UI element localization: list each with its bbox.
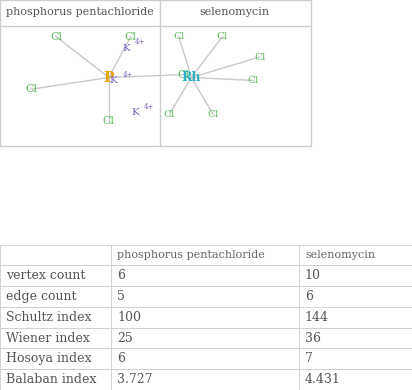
Bar: [299, 245, 412, 265]
Bar: [111, 245, 299, 265]
Text: 10: 10: [305, 269, 321, 282]
Text: selenomycin: selenomycin: [200, 7, 270, 18]
Text: Schultz index: Schultz index: [6, 311, 92, 324]
Bar: [111, 348, 299, 369]
Text: 4.431: 4.431: [305, 373, 341, 386]
Bar: [111, 265, 299, 286]
Text: K: K: [122, 44, 130, 53]
Text: Cl: Cl: [103, 116, 115, 126]
Bar: [111, 286, 299, 307]
Text: Cl: Cl: [248, 76, 259, 85]
Text: 36: 36: [305, 332, 321, 344]
Bar: [111, 328, 299, 348]
Text: 3.727: 3.727: [117, 373, 153, 386]
Text: 25: 25: [117, 332, 133, 344]
Text: phosphorus pentachloride: phosphorus pentachloride: [117, 250, 265, 260]
Bar: [111, 369, 299, 390]
Bar: [0, 369, 111, 390]
Text: selenomycin: selenomycin: [305, 250, 375, 260]
Text: Cl: Cl: [173, 32, 185, 41]
Text: 4+: 4+: [144, 103, 154, 111]
Text: Cl: Cl: [207, 110, 219, 119]
Text: 4+: 4+: [122, 71, 133, 79]
Text: 6: 6: [305, 290, 313, 303]
Text: K: K: [110, 76, 117, 85]
Bar: [0, 245, 111, 265]
Text: Cl: Cl: [125, 32, 137, 42]
Text: vertex count: vertex count: [6, 269, 86, 282]
Text: Cl: Cl: [25, 84, 37, 94]
Text: Cl: Cl: [254, 53, 265, 62]
Text: 5: 5: [117, 290, 125, 303]
Text: 6: 6: [117, 352, 125, 365]
Text: Cl: Cl: [50, 32, 62, 42]
Text: phosphorus pentachloride: phosphorus pentachloride: [6, 7, 154, 18]
Text: Cl: Cl: [164, 110, 175, 119]
Text: Balaban index: Balaban index: [6, 373, 96, 386]
Bar: [299, 348, 412, 369]
Text: 144: 144: [305, 311, 329, 324]
Text: Cl: Cl: [217, 32, 228, 41]
Text: Hosoya index: Hosoya index: [6, 352, 92, 365]
Text: Cl: Cl: [178, 69, 190, 80]
Bar: [299, 307, 412, 328]
Bar: [299, 328, 412, 348]
Text: Rh: Rh: [182, 71, 201, 84]
Bar: [111, 307, 299, 328]
Text: 4+: 4+: [135, 38, 145, 46]
Text: 7: 7: [305, 352, 313, 365]
Text: 100: 100: [117, 311, 141, 324]
Bar: [0, 307, 111, 328]
Bar: [0, 286, 111, 307]
Text: edge count: edge count: [6, 290, 77, 303]
Bar: [299, 369, 412, 390]
Text: K: K: [131, 108, 139, 117]
Bar: [0, 348, 111, 369]
Text: 6: 6: [117, 269, 125, 282]
Bar: [299, 265, 412, 286]
Bar: [299, 286, 412, 307]
Text: Wiener index: Wiener index: [6, 332, 90, 344]
Bar: [0, 265, 111, 286]
Bar: [0, 328, 111, 348]
Text: P: P: [104, 71, 114, 85]
